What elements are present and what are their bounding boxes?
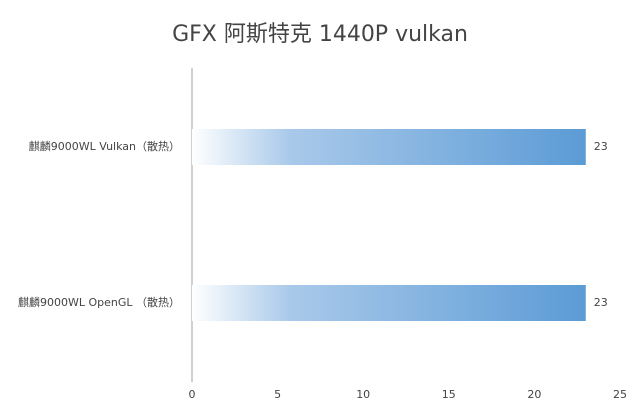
x-tick-label: 10 <box>356 388 370 401</box>
data-label: 23 <box>594 296 608 309</box>
x-tick-label: 5 <box>274 388 281 401</box>
y-tick-label: 麒麟9000WL Vulkan（散热） <box>29 139 180 153</box>
chart-title: GFX 阿斯特克 1440P vulkan <box>172 22 468 47</box>
bar <box>192 285 586 321</box>
y-tick-label: 麒麟9000WL OpenGL （散热） <box>18 295 180 309</box>
data-label: 23 <box>594 140 608 153</box>
x-tick-label: 25 <box>613 388 627 401</box>
x-tick-label: 20 <box>527 388 541 401</box>
x-tick-label: 0 <box>189 388 196 401</box>
bar <box>192 129 586 165</box>
x-tick-label: 15 <box>442 388 456 401</box>
